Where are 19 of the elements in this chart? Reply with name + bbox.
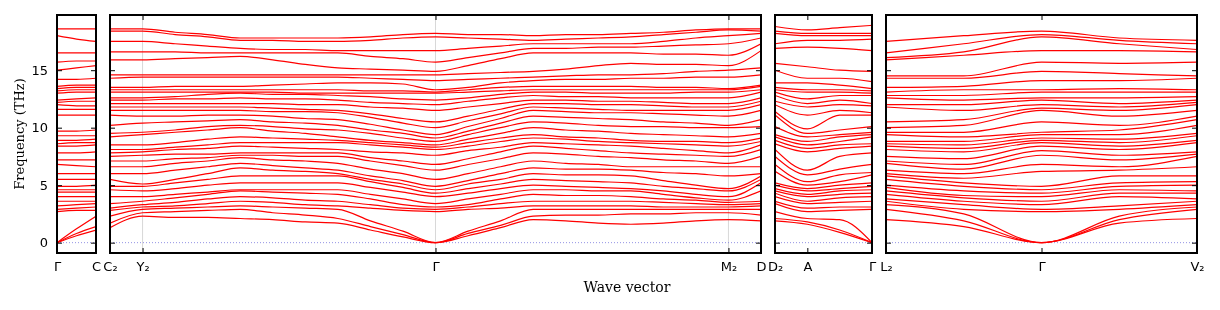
x-tick-label: M₂ <box>720 259 738 275</box>
x-tick-label: Γ <box>432 259 441 275</box>
x-tick-label: C₂ <box>103 259 118 275</box>
y-axis-title: Frequency (THz) <box>12 78 27 190</box>
x-tick-label: Y₂ <box>135 259 150 275</box>
y-tick-label: 0 <box>39 235 48 251</box>
x-axis-title: Wave vector <box>583 279 671 295</box>
x-tick-label: D₂ <box>767 259 784 275</box>
y-tick-label: 15 <box>31 62 48 78</box>
x-tick-label: V₂ <box>1190 259 1205 275</box>
y-tick-label: 10 <box>31 120 48 136</box>
x-tick-label: Γ <box>1038 259 1047 275</box>
y-tick-label: 5 <box>39 177 48 193</box>
x-tick-label: A <box>803 259 813 275</box>
x-tick-label: C <box>91 259 102 275</box>
x-tick-label: L₂ <box>880 259 893 275</box>
x-tick-label: D <box>756 259 767 275</box>
x-tick-label: Γ <box>53 259 62 275</box>
x-tick-label: Γ <box>868 259 877 275</box>
